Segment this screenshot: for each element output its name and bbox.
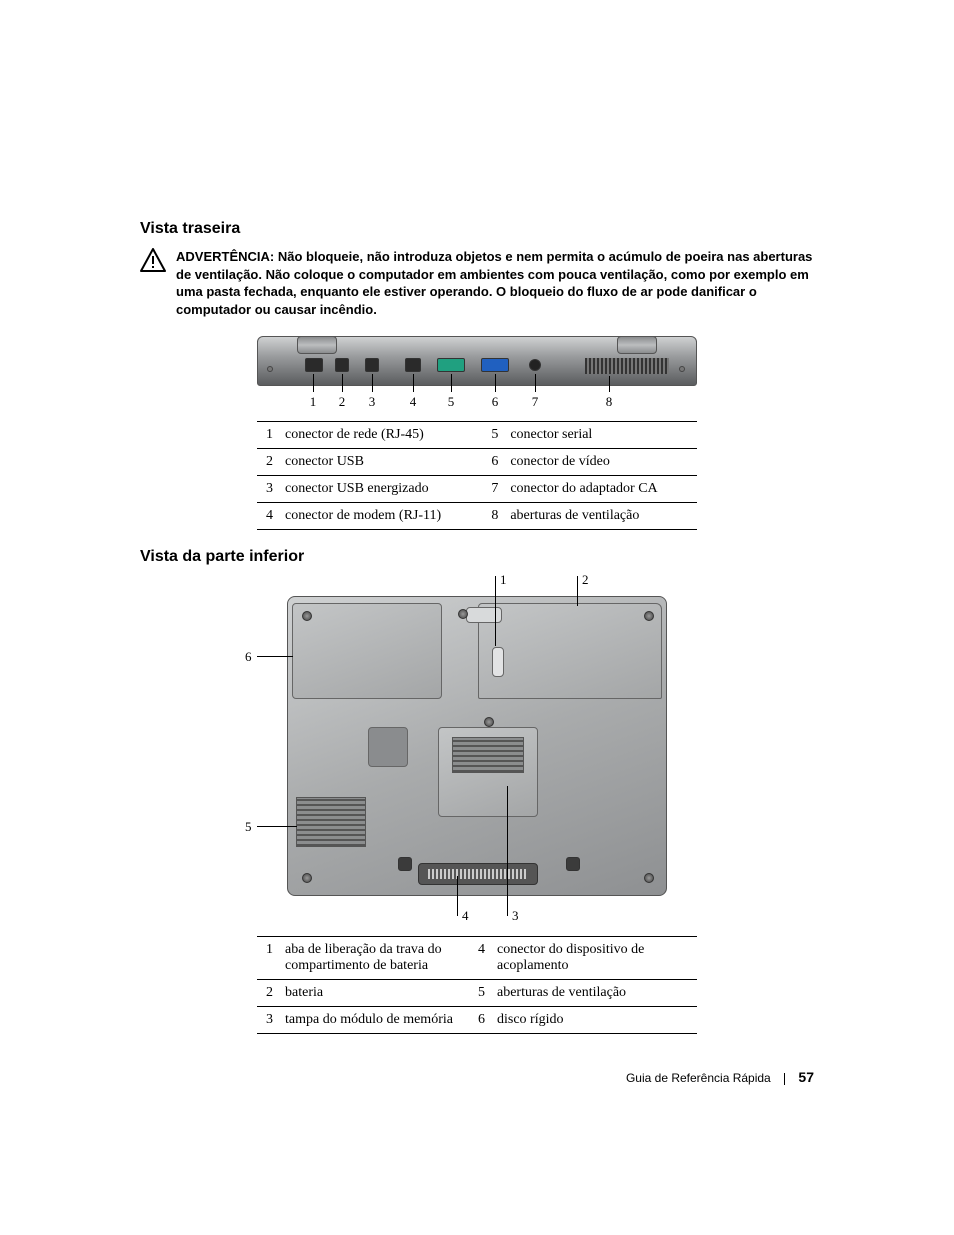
legend-text: conector USB energizado (279, 476, 482, 503)
callout-line (577, 576, 578, 606)
document-page: Vista traseira ADVERTÊNCIA: Não bloqueie… (0, 0, 954, 1235)
callout-number: 4 (462, 908, 469, 924)
legend-text: conector de modem (RJ-11) (279, 503, 482, 530)
legend-text: aberturas de ventilação (491, 980, 697, 1007)
port-rj45 (305, 358, 323, 372)
vent-grille (585, 358, 669, 374)
legend-num: 5 (482, 422, 504, 449)
bottom-view-heading: Vista da parte inferior (140, 548, 814, 566)
hard-drive-panel (292, 603, 442, 699)
callout-number: 1 (500, 572, 507, 588)
legend-text: tampa do módulo de memória (279, 1007, 469, 1034)
battery-release-tab (466, 607, 502, 623)
rear-diagram-container: 1 2 3 4 5 6 7 8 (257, 336, 697, 411)
legend-num: 2 (257, 980, 279, 1007)
callout-line (457, 876, 458, 916)
legend-num: 5 (469, 980, 491, 1007)
release-slider (492, 647, 504, 677)
legend-num: 6 (482, 449, 504, 476)
port-usb (335, 358, 349, 372)
laptop-bottom-body (287, 596, 667, 896)
legend-num: 8 (482, 503, 504, 530)
callout-number: 5 (245, 819, 252, 835)
legend-num: 1 (257, 422, 279, 449)
callout-number: 3 (512, 908, 519, 924)
warning-icon (140, 248, 166, 318)
rear-legend-table: 1 conector de rede (RJ-45) 5 conector se… (257, 421, 697, 530)
legend-text: aberturas de ventilação (504, 503, 697, 530)
dock-pins (428, 869, 528, 879)
small-panel (368, 727, 408, 767)
callout-line (342, 374, 343, 392)
callout-number: 3 (365, 394, 379, 410)
memory-vent (452, 737, 524, 773)
hinge-right (617, 336, 657, 354)
screw (644, 873, 654, 883)
callout-line (372, 374, 373, 392)
callout-number: 1 (306, 394, 320, 410)
legend-num: 6 (469, 1007, 491, 1034)
legend-text: aba de liberação da trava do compartimen… (279, 937, 469, 980)
legend-text: conector do adaptador CA (504, 476, 697, 503)
callout-line (313, 374, 314, 392)
legend-num: 4 (469, 937, 491, 980)
screw (302, 873, 312, 883)
rear-diagram: 1 2 3 4 5 6 7 8 (257, 336, 697, 411)
callout-line (535, 374, 536, 392)
warning-label: ADVERTÊNCIA: (176, 249, 274, 264)
callout-number: 7 (528, 394, 542, 410)
legend-text: conector USB (279, 449, 482, 476)
legend-text: conector do dispositivo de acoplamento (491, 937, 697, 980)
bottom-diagram-container: 1 2 3 4 5 6 (257, 576, 697, 926)
footer-separator (784, 1073, 785, 1085)
callout-line (451, 374, 452, 392)
page-footer: Guia de Referência Rápida 57 (626, 1069, 814, 1085)
port-serial (437, 358, 465, 372)
legend-num: 4 (257, 503, 279, 530)
legend-text: disco rígido (491, 1007, 697, 1034)
callout-number: 4 (406, 394, 420, 410)
warning-text: ADVERTÊNCIA: Não bloqueie, não introduza… (176, 248, 814, 318)
legend-text: bateria (279, 980, 469, 1007)
port-usb-powered (365, 358, 379, 372)
legend-num: 1 (257, 937, 279, 980)
callout-number: 6 (488, 394, 502, 410)
legend-text: conector serial (504, 422, 697, 449)
foot (566, 857, 580, 871)
callout-line (257, 656, 293, 657)
legend-num: 3 (257, 476, 279, 503)
callout-line (609, 376, 610, 392)
callout-line (495, 374, 496, 392)
footer-title: Guia de Referência Rápida (626, 1071, 771, 1085)
callout-number: 5 (444, 394, 458, 410)
legend-num: 3 (257, 1007, 279, 1034)
foot (398, 857, 412, 871)
port-vga (481, 358, 509, 372)
port-rj11 (405, 358, 421, 372)
rear-view-heading: Vista traseira (140, 220, 814, 238)
legend-num: 2 (257, 449, 279, 476)
callout-number: 2 (335, 394, 349, 410)
callout-number: 8 (602, 394, 616, 410)
cooling-vents (296, 797, 366, 847)
battery-panel (478, 603, 662, 699)
callout-line (257, 826, 297, 827)
hinge-left (297, 336, 337, 354)
callout-line (413, 374, 414, 392)
callout-line (495, 576, 496, 646)
legend-text: conector de rede (RJ-45) (279, 422, 482, 449)
callout-number: 6 (245, 649, 252, 665)
callout-number: 2 (582, 572, 589, 588)
page-number: 57 (798, 1069, 814, 1085)
callout-line (507, 786, 508, 916)
screw (484, 717, 494, 727)
bottom-legend-table: 1 aba de liberação da trava do compartim… (257, 936, 697, 1034)
warning-block: ADVERTÊNCIA: Não bloqueie, não introduza… (140, 248, 814, 318)
legend-num: 7 (482, 476, 504, 503)
legend-text: conector de vídeo (504, 449, 697, 476)
